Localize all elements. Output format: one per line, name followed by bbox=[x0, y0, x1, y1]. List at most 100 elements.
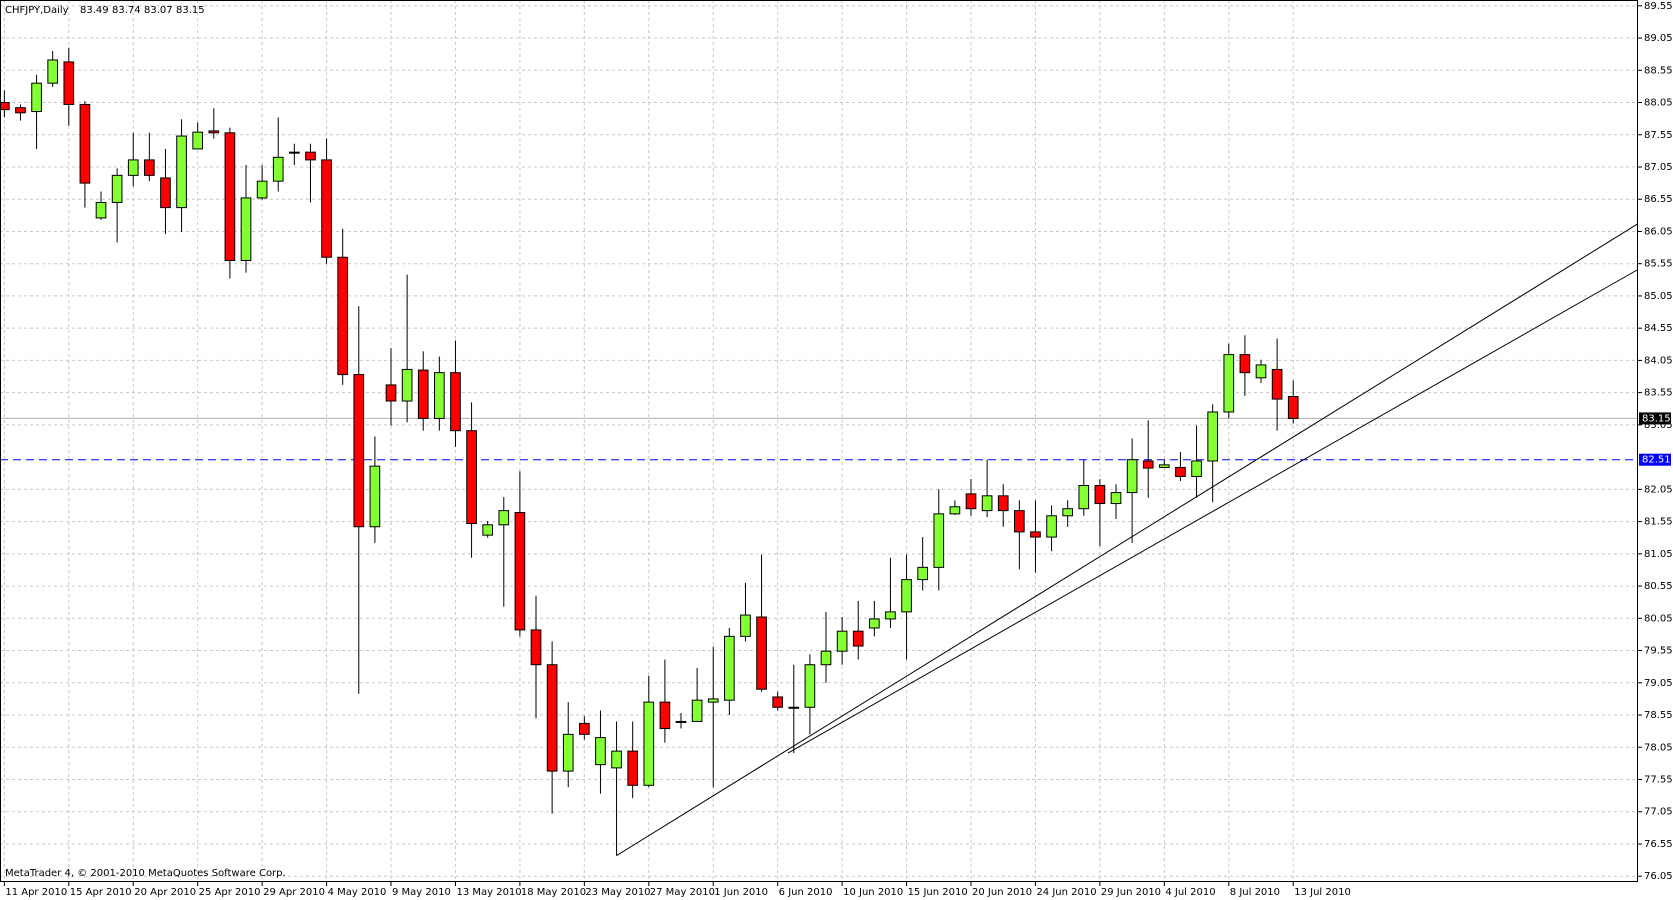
y-tick-label: 87.55 bbox=[1644, 130, 1673, 141]
candle-body bbox=[933, 513, 945, 568]
candle-body bbox=[1142, 460, 1154, 469]
x-tick-label: 24 Jun 2010 bbox=[1036, 887, 1096, 898]
candle-body bbox=[724, 635, 735, 701]
y-tick-label: 81.05 bbox=[1644, 549, 1673, 560]
candle-body bbox=[981, 495, 993, 512]
y-tick-label: 88.55 bbox=[1644, 65, 1673, 76]
x-tick-label: 9 May 2010 bbox=[392, 887, 451, 898]
x-tick-label: 13 Jul 2010 bbox=[1294, 887, 1351, 898]
candle-body bbox=[111, 174, 123, 203]
x-tick-label: 25 Apr 2010 bbox=[199, 887, 261, 898]
candle-body bbox=[1207, 411, 1219, 462]
candle-body bbox=[804, 664, 816, 708]
y-tick-label: 81.55 bbox=[1644, 517, 1673, 528]
y-tick-label: 89.55 bbox=[1644, 1, 1673, 12]
y-tick-label: 79.05 bbox=[1644, 678, 1673, 689]
x-tick-label: 29 Jun 2010 bbox=[1101, 887, 1161, 898]
candle-body bbox=[691, 699, 703, 722]
x-tick-label: 15 Jun 2010 bbox=[908, 887, 968, 898]
y-tick-label: 76.55 bbox=[1644, 839, 1673, 850]
trend-line bbox=[787, 269, 1639, 754]
y-tick-label: 77.55 bbox=[1644, 774, 1673, 785]
x-tick-label: 20 Jun 2010 bbox=[972, 887, 1032, 898]
candle-body bbox=[353, 374, 365, 528]
candle-body bbox=[127, 159, 139, 176]
x-tick-label: 13 May 2010 bbox=[456, 887, 521, 898]
candle-body bbox=[482, 524, 494, 536]
y-tick-label: 78.05 bbox=[1644, 742, 1673, 753]
candle-body bbox=[965, 493, 977, 510]
copyright: MetaTrader 4, © 2001-2010 MetaQuotes Sof… bbox=[5, 868, 286, 879]
candle-body bbox=[997, 495, 1009, 512]
candle-body bbox=[1255, 364, 1267, 379]
candle-body bbox=[869, 618, 880, 629]
y-tick-label: 89.05 bbox=[1644, 33, 1673, 44]
candle-body bbox=[417, 369, 429, 419]
y-tick-label: 76.05 bbox=[1644, 871, 1673, 882]
candle-body bbox=[369, 465, 381, 528]
price-level-label: 83.15 bbox=[1642, 413, 1671, 424]
candle-body bbox=[1191, 460, 1202, 477]
candle-body bbox=[0, 102, 10, 111]
candle-body bbox=[901, 579, 912, 613]
candle-body bbox=[289, 151, 300, 154]
candle-body bbox=[562, 733, 574, 772]
candle-body bbox=[466, 430, 477, 525]
candle-body bbox=[208, 130, 220, 134]
price-level-label: 82.51 bbox=[1642, 455, 1671, 466]
header-value: 83.15 bbox=[176, 5, 205, 16]
y-tick-label: 85.55 bbox=[1644, 259, 1673, 270]
candle-body bbox=[1271, 368, 1283, 400]
header-value: 83.07 bbox=[144, 5, 173, 16]
y-tick-label: 84.05 bbox=[1644, 355, 1673, 366]
candle-body bbox=[675, 720, 687, 723]
candle-body bbox=[1046, 515, 1057, 538]
candle-body bbox=[740, 614, 751, 637]
candle-body bbox=[1287, 396, 1299, 419]
candle-body bbox=[885, 611, 896, 620]
candle-body bbox=[611, 750, 622, 769]
candle-body bbox=[917, 566, 929, 581]
y-tick-label: 87.05 bbox=[1644, 162, 1673, 173]
candle-body bbox=[321, 159, 332, 258]
candle-body bbox=[707, 698, 719, 703]
candle-body bbox=[434, 372, 445, 419]
y-tick-label: 77.05 bbox=[1644, 807, 1673, 818]
candle-body bbox=[1110, 492, 1122, 505]
x-tick-label: 18 May 2010 bbox=[521, 887, 586, 898]
y-tick-label: 80.55 bbox=[1644, 581, 1673, 592]
y-tick-label: 82.05 bbox=[1644, 484, 1673, 495]
x-tick-label: 23 May 2010 bbox=[585, 887, 650, 898]
candle-body bbox=[852, 630, 864, 647]
y-tick-label: 85.05 bbox=[1644, 291, 1673, 302]
candle-body bbox=[756, 616, 767, 690]
candle-body bbox=[1159, 464, 1170, 468]
y-tick-label: 78.55 bbox=[1644, 710, 1673, 721]
y-tick-label: 84.55 bbox=[1644, 323, 1673, 334]
y-tick-label: 80.05 bbox=[1644, 613, 1673, 624]
candle-body bbox=[1078, 484, 1090, 510]
y-tick-label: 83.55 bbox=[1644, 388, 1673, 399]
header-value: 83.49 bbox=[80, 5, 109, 16]
candle-body bbox=[514, 512, 526, 631]
x-tick-label: 27 May 2010 bbox=[650, 887, 715, 898]
candle-body bbox=[1030, 531, 1041, 538]
price-level-label-bg bbox=[1639, 453, 1671, 466]
candle-body bbox=[176, 135, 187, 209]
chart-title: CHFJPY,Daily bbox=[5, 5, 69, 16]
candle-body bbox=[579, 722, 590, 735]
candle-body bbox=[305, 151, 316, 161]
x-tick-label: 11 Apr 2010 bbox=[5, 887, 67, 898]
candle-body bbox=[63, 61, 75, 105]
candle-body bbox=[224, 132, 236, 261]
candle-body bbox=[160, 177, 171, 209]
x-tick-label: 4 May 2010 bbox=[328, 887, 387, 898]
candle-body bbox=[95, 201, 107, 219]
candle-body bbox=[385, 384, 397, 402]
candle-body bbox=[643, 701, 655, 786]
candle-body bbox=[1175, 466, 1186, 477]
candle-body bbox=[144, 159, 155, 176]
candle-body bbox=[820, 650, 832, 666]
x-tick-label: 8 Jul 2010 bbox=[1230, 887, 1280, 898]
candle-body bbox=[31, 82, 42, 113]
